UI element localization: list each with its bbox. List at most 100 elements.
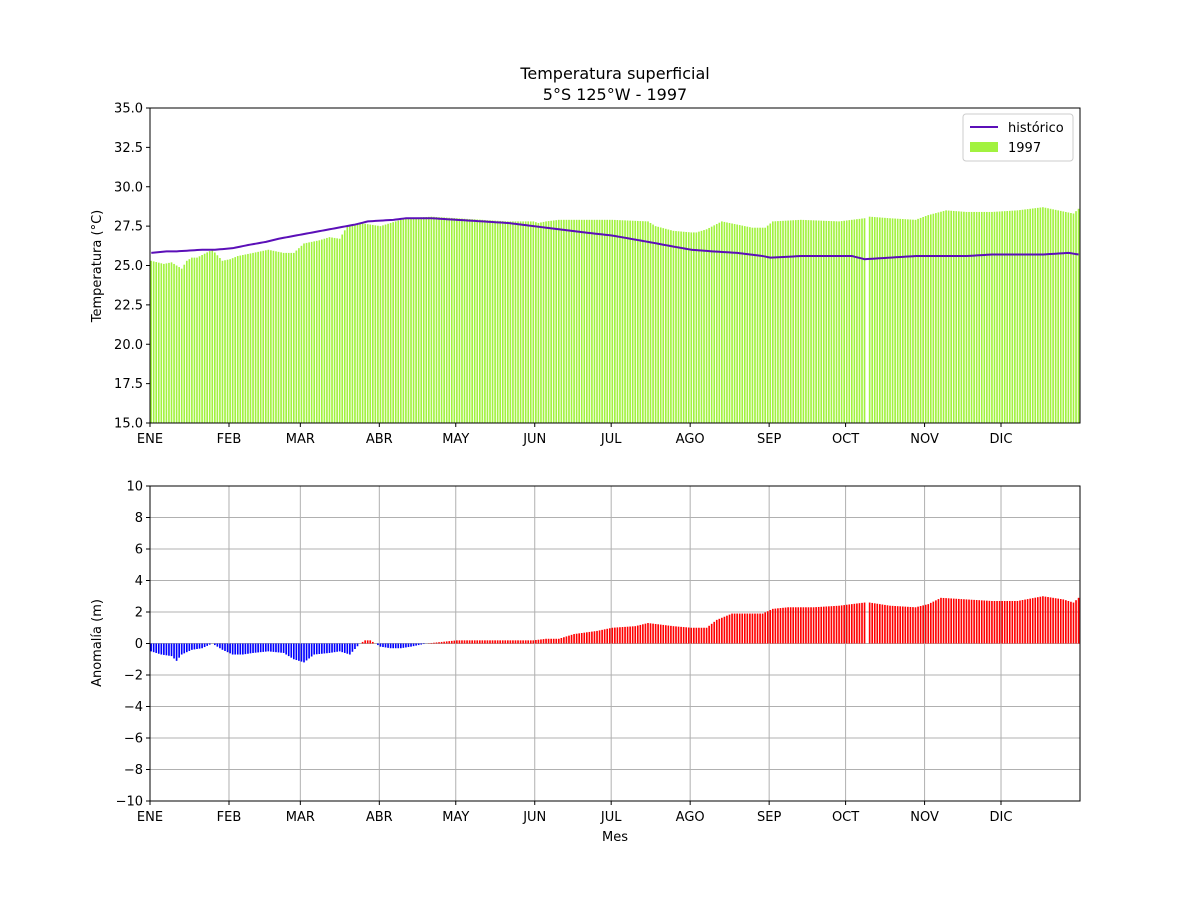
bar-1997 <box>932 213 935 423</box>
bar-1997 <box>563 219 565 423</box>
bar-1997 <box>509 221 512 423</box>
bar-1997 <box>453 218 456 423</box>
bar-1997 <box>371 224 374 423</box>
bar-anomaly <box>700 627 703 644</box>
bar-anomaly <box>726 615 728 644</box>
bar-anomaly <box>708 625 710 644</box>
bar-1997 <box>817 220 820 423</box>
bar-anomaly <box>175 643 178 661</box>
bar-anomaly <box>557 638 560 644</box>
bar-1997 <box>389 222 392 423</box>
bar-anomaly <box>229 643 231 654</box>
bar-1997 <box>1070 213 1072 423</box>
bar-anomaly <box>527 640 530 644</box>
bar-anomaly <box>504 640 507 644</box>
bar-anomaly <box>769 610 772 644</box>
bar-anomaly <box>178 643 180 658</box>
bar-anomaly <box>262 643 265 652</box>
bar-1997 <box>397 220 400 423</box>
bar-anomaly <box>323 643 326 654</box>
bar-anomaly <box>927 604 930 644</box>
x-tick-label: DIC <box>990 432 1013 447</box>
bar-1997 <box>160 263 163 423</box>
bar-anomaly <box>471 640 473 644</box>
bar-1997 <box>899 218 902 423</box>
bar-anomaly <box>830 606 833 644</box>
bar-anomaly <box>766 611 769 644</box>
bar-1997 <box>1075 211 1077 423</box>
bar-anomaly <box>968 599 970 644</box>
bar-1997 <box>333 237 336 423</box>
bar-anomaly <box>456 640 458 644</box>
bar-anomaly <box>886 605 889 644</box>
bar-anomaly <box>662 624 665 644</box>
bar-anomaly <box>550 638 552 644</box>
bar-anomaly <box>206 643 209 646</box>
y-tick-label: 10 <box>126 480 143 495</box>
bar-anomaly <box>461 640 463 644</box>
bar-anomaly <box>598 630 601 644</box>
y-tick-label: 4 <box>135 574 143 589</box>
bar-anomaly <box>448 641 451 644</box>
bar-anomaly <box>478 640 481 644</box>
bar-anomaly <box>560 637 563 644</box>
bar-anomaly <box>535 640 537 644</box>
bar-anomaly <box>626 626 629 644</box>
bar-anomaly <box>326 643 328 654</box>
bar-1997 <box>323 238 326 423</box>
bar-1997 <box>1062 211 1065 423</box>
bar-1997 <box>463 218 466 423</box>
bar-1997 <box>850 219 853 423</box>
bar-1997 <box>894 218 896 423</box>
bar-anomaly <box>1049 597 1052 644</box>
bar-1997 <box>598 219 601 423</box>
bar-1997 <box>1014 210 1016 423</box>
bar-1997 <box>484 219 486 423</box>
bar-1997 <box>731 223 733 423</box>
bar-1997 <box>896 218 899 423</box>
bar-1997 <box>252 252 254 423</box>
bar-anomaly <box>183 643 186 654</box>
bar-anomaly <box>970 599 973 644</box>
bar-anomaly <box>152 643 155 653</box>
bar-anomaly <box>723 616 726 644</box>
bar-anomaly <box>800 607 802 644</box>
bar-anomaly <box>947 598 950 644</box>
bar-anomaly <box>1008 600 1011 644</box>
bar-1997 <box>249 253 252 423</box>
bar-anomaly <box>221 643 224 650</box>
bar-1997 <box>504 221 507 423</box>
bar-anomaly <box>377 643 379 646</box>
bar-1997 <box>537 222 540 423</box>
y-tick-label: −8 <box>124 763 143 778</box>
bar-1997 <box>267 249 270 423</box>
bar-1997 <box>382 225 384 423</box>
bar-1997 <box>657 226 659 423</box>
bar-anomaly <box>596 630 598 644</box>
bar-anomaly <box>1003 600 1006 644</box>
bar-1997 <box>456 218 458 423</box>
bar-anomaly <box>779 608 782 644</box>
bar-anomaly <box>547 638 550 644</box>
x-tick-label: SEP <box>757 432 781 447</box>
bar-1997 <box>308 242 310 423</box>
bar-1997 <box>626 220 629 423</box>
bar-anomaly <box>185 643 188 653</box>
bar-1997 <box>560 219 563 423</box>
bar-anomaly <box>1075 600 1077 644</box>
bar-1997 <box>940 211 942 423</box>
bar-1997 <box>422 217 425 423</box>
bar-anomaly <box>736 613 738 644</box>
bar-1997 <box>399 219 402 423</box>
bar-1997 <box>440 217 443 423</box>
bar-1997 <box>152 261 155 423</box>
bar-anomaly <box>894 606 896 644</box>
bar-1997 <box>988 211 991 423</box>
bar-1997 <box>547 221 550 423</box>
bar-anomaly <box>407 643 410 648</box>
bar-anomaly <box>761 613 764 644</box>
bar-1997 <box>346 226 349 423</box>
bar-1997 <box>912 219 914 423</box>
bar-anomaly <box>738 613 741 644</box>
bar-1997 <box>937 212 940 423</box>
